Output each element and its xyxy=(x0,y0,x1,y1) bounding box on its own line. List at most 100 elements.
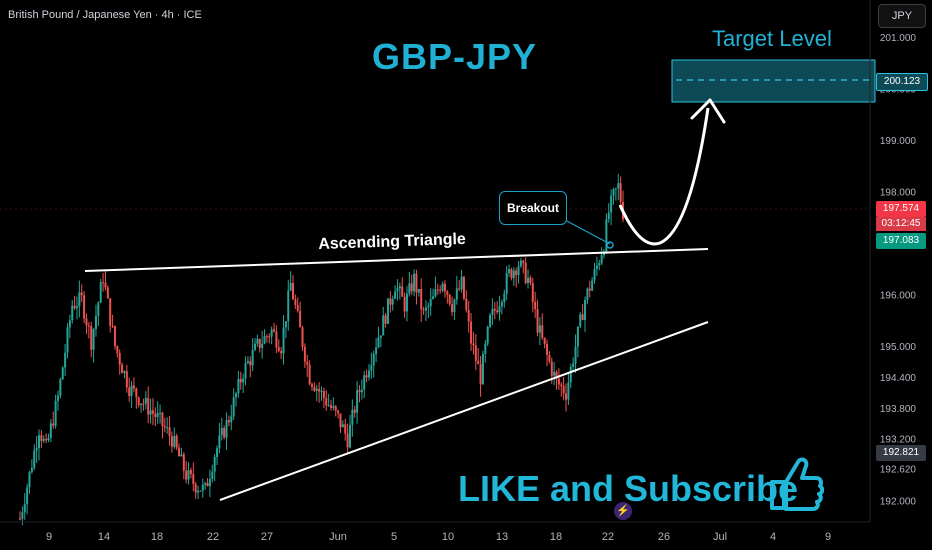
candle-body xyxy=(223,428,226,438)
time-tick-label: 27 xyxy=(261,531,273,543)
flash-icon[interactable]: ⚡ xyxy=(614,502,632,520)
resistance-price-tag: 197.083 xyxy=(876,233,926,249)
candle-body xyxy=(173,435,176,447)
candle-body xyxy=(92,329,95,350)
time-tick-label: Jul xyxy=(713,531,727,543)
candle-body xyxy=(56,395,59,401)
candle-body xyxy=(254,343,257,351)
candle-body xyxy=(401,286,404,297)
candle-body xyxy=(479,364,482,385)
candle-body xyxy=(439,289,442,291)
candle-body xyxy=(151,410,154,414)
candle-body xyxy=(94,315,97,330)
candle-body xyxy=(182,454,185,471)
candle-body xyxy=(536,309,539,333)
candle-body xyxy=(71,305,74,321)
candle-body xyxy=(612,189,615,196)
price-tick-label: 196.000 xyxy=(880,291,917,302)
time-axis[interactable]: 9 14 18 22 27 Jun 5 10 13 18 22 26 Jul 4 9 xyxy=(46,531,831,543)
candle-body xyxy=(116,346,119,354)
candle-body xyxy=(353,409,356,413)
time-tick-label: 18 xyxy=(550,531,562,543)
candle-body xyxy=(327,405,330,407)
candle-body xyxy=(557,378,560,385)
target-price-tag: 200.123 xyxy=(876,73,928,91)
candle-body xyxy=(61,367,64,380)
candle-body xyxy=(187,469,190,480)
candle-body xyxy=(322,390,325,399)
candle-body xyxy=(508,269,511,274)
candle-body xyxy=(106,287,109,299)
candle-body xyxy=(85,318,88,326)
candle-body xyxy=(204,482,207,485)
candle-body xyxy=(194,483,197,493)
candle-body xyxy=(515,270,518,276)
candle-body xyxy=(208,478,211,487)
candle-body xyxy=(486,326,489,344)
candle-body xyxy=(446,291,449,295)
candle-body xyxy=(588,288,591,291)
candle-body xyxy=(348,424,351,448)
candle-body xyxy=(258,339,261,349)
candle-body xyxy=(35,448,38,451)
support-trendline xyxy=(219,321,709,501)
candle-body xyxy=(123,371,126,374)
candle-body xyxy=(121,364,124,374)
candle-body xyxy=(277,347,280,352)
time-tick-label: 26 xyxy=(658,531,670,543)
candle-body xyxy=(329,405,332,408)
candle-body xyxy=(379,335,382,338)
candle-body xyxy=(42,439,45,441)
candle-body xyxy=(524,262,527,283)
candle-body xyxy=(178,447,181,457)
candle-body xyxy=(303,346,306,362)
candle-body xyxy=(227,420,230,423)
candle-body xyxy=(218,435,221,449)
breakout-point xyxy=(606,241,614,249)
candle-body xyxy=(308,364,311,385)
candle-body xyxy=(242,378,245,383)
candle-body xyxy=(600,255,603,264)
candle-body xyxy=(294,299,297,306)
candle-body xyxy=(28,471,31,488)
candle-body xyxy=(189,469,192,474)
candle-body xyxy=(491,308,494,315)
candle-body xyxy=(413,273,416,292)
time-tick-label: 9 xyxy=(46,531,52,543)
candle-body xyxy=(292,282,295,300)
candle-body xyxy=(375,347,378,354)
breakout-callout: Breakout xyxy=(499,191,567,225)
candle-body xyxy=(265,336,268,338)
candle-body xyxy=(555,371,558,379)
candle-body xyxy=(384,315,387,324)
candle-body xyxy=(391,298,394,305)
candle-body xyxy=(610,195,613,213)
candle-body xyxy=(481,354,484,385)
candle-body xyxy=(367,370,370,378)
candle-body xyxy=(424,307,427,311)
currency-button[interactable]: JPY xyxy=(878,4,926,28)
candle-body xyxy=(256,339,259,344)
candle-body xyxy=(311,384,314,387)
candle-body xyxy=(249,361,252,366)
candle-body xyxy=(313,386,316,391)
candle-body xyxy=(465,298,468,311)
candle-body xyxy=(192,473,195,484)
price-tick-label: 201.000 xyxy=(880,33,917,44)
candle-body xyxy=(344,424,347,434)
candle-body xyxy=(346,433,349,448)
candle-body xyxy=(427,306,430,308)
price-tick-label: 193.200 xyxy=(880,435,917,446)
time-tick-label: 10 xyxy=(442,531,454,543)
candle-body xyxy=(66,327,69,353)
candle-body xyxy=(325,398,328,406)
candle-body xyxy=(550,361,553,376)
candle-body xyxy=(213,456,216,472)
candle-body xyxy=(408,283,411,294)
candle-body xyxy=(52,423,55,426)
candle-body xyxy=(534,302,537,310)
candle-body xyxy=(405,293,408,312)
candle-body xyxy=(239,378,242,383)
candle-body xyxy=(372,353,375,366)
